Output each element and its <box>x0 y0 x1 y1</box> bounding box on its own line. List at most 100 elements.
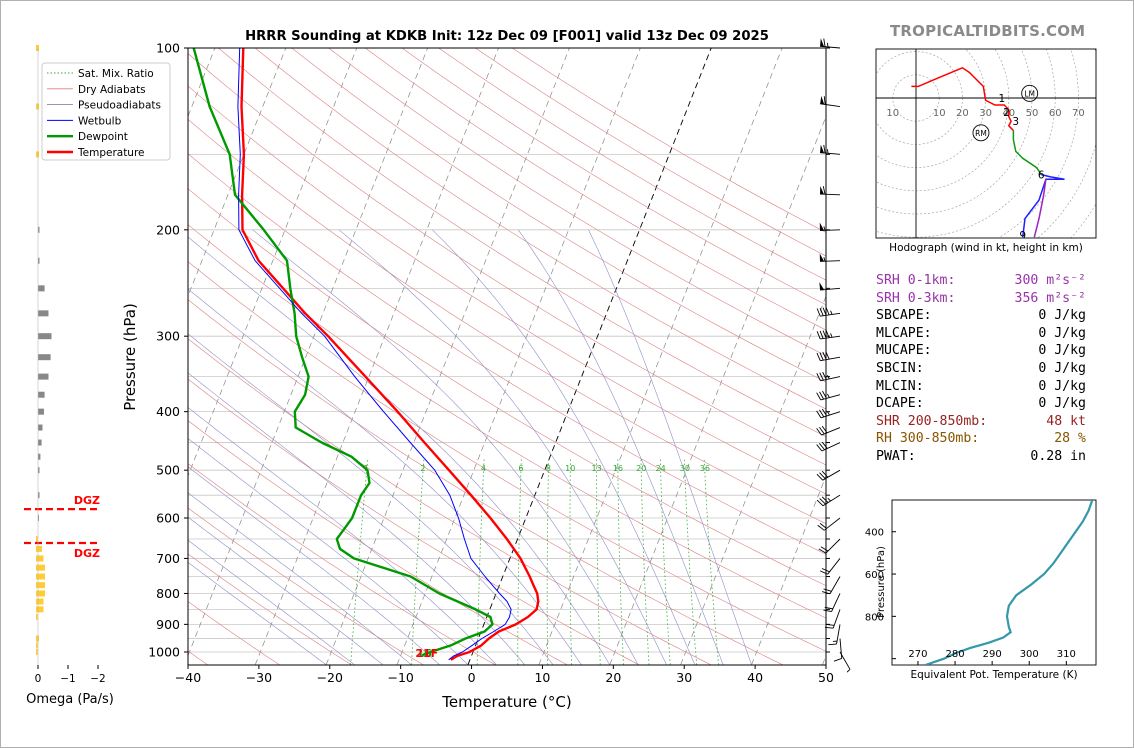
barb-flag <box>819 426 825 435</box>
barb-half <box>823 257 826 262</box>
y-tick-label: 900 <box>156 617 180 632</box>
barb-shaft <box>839 638 843 659</box>
barb-shaft <box>836 624 841 645</box>
omega-bar <box>38 310 49 317</box>
barb-shaft <box>820 287 841 291</box>
wind-barbs <box>816 38 851 673</box>
y-tick-label: 1000 <box>148 645 180 660</box>
zero-isotherm <box>467 48 712 665</box>
hodograph-tick-label: 60 <box>1049 108 1062 119</box>
hodograph-tick-label: 10 <box>886 108 899 119</box>
mixing-ratio-label: 10 <box>565 464 575 473</box>
barb-flag <box>821 496 829 503</box>
legend-label: Dry Adiabats <box>78 84 146 96</box>
barb-shaft <box>820 394 841 401</box>
barb-half <box>827 375 830 380</box>
wind-barb <box>816 469 841 481</box>
barb-flag <box>816 410 822 419</box>
barb-pennant <box>820 95 825 105</box>
theta-e-line <box>925 500 1094 665</box>
barb-flag <box>819 443 825 451</box>
index-value: 0 J/kg <box>1038 343 1086 359</box>
index-row: RH 300-850mb: 28 % <box>876 430 1086 448</box>
hodograph-3-6km-line <box>1012 130 1042 176</box>
barb-half <box>823 226 826 231</box>
barb-flag <box>822 351 827 360</box>
barb-pennant <box>819 222 825 231</box>
hodograph-height-label: 2 <box>1003 107 1010 119</box>
legend-label: Dewpoint <box>78 131 128 143</box>
barb-flag <box>816 428 822 436</box>
omega-bar <box>38 391 45 398</box>
brand-watermark: TROPICALTIDBITS.COM <box>890 22 1086 40</box>
barb-flag <box>822 390 827 399</box>
barb-flag <box>823 609 832 613</box>
wind-barb <box>816 390 841 401</box>
barb-flag <box>821 408 828 417</box>
x-tick-label: −10 <box>387 670 413 685</box>
mixing-ratio-label: 8 <box>546 464 551 473</box>
wind-barb <box>820 144 841 155</box>
wind-barb <box>824 609 841 629</box>
omega-axis-label: Omega (Pa/s) <box>26 692 114 707</box>
barb-flag <box>819 307 824 316</box>
mixing-ratio-label: 30 <box>680 464 690 473</box>
theta-e-x-label: Equivalent Pot. Temperature (K) <box>910 669 1077 681</box>
omega-bar <box>36 635 39 642</box>
mixing-ratio-line <box>659 459 671 665</box>
barb-shaft <box>820 335 841 340</box>
dry-adiabat-line <box>188 463 496 665</box>
wind-barb <box>816 408 841 419</box>
theta-e-x-tick-label: 280 <box>946 649 965 660</box>
barb-half <box>826 149 829 154</box>
pseudoadiabat-line <box>188 539 355 665</box>
barb-flag <box>816 392 822 401</box>
index-label: MLCIN: <box>876 378 924 394</box>
barb-flag <box>823 144 826 154</box>
barb-shaft <box>825 538 841 554</box>
x-tick-label: 0 <box>468 670 476 685</box>
isotherm-line <box>188 48 428 657</box>
omega-bar <box>38 373 49 380</box>
barb-flag <box>819 498 826 505</box>
skewt-frame <box>187 47 827 666</box>
barb-shaft <box>819 260 841 262</box>
barb-pennant <box>820 144 825 153</box>
barb-shaft <box>821 427 841 436</box>
mixing-ratio-label: 24 <box>656 464 666 473</box>
wind-barb <box>833 638 843 662</box>
barb-flag <box>819 372 824 381</box>
wind-barb <box>819 222 841 231</box>
y-tick-label: 300 <box>156 329 180 344</box>
mixing-ratio-label: 36 <box>700 464 710 473</box>
theta-e-clipped <box>925 500 1094 665</box>
storm-motion-marker <box>1021 84 1039 102</box>
barb-pennant <box>820 38 825 47</box>
hodograph-area <box>876 49 1096 238</box>
barb-flag <box>833 658 842 662</box>
y-tick-label: 400 <box>156 404 180 419</box>
omega-bar <box>36 642 38 649</box>
hodograph-tick-label: 30 <box>979 108 992 119</box>
omega-tick-label: 0 <box>35 673 42 685</box>
index-label: SRH 0-1km: <box>876 273 956 288</box>
hodograph-tick-label: 10 <box>933 108 946 119</box>
x-tick-label: 30 <box>676 670 692 685</box>
skewt-plot-area <box>188 48 826 665</box>
barb-flag <box>821 470 829 478</box>
barb-flag <box>819 472 826 479</box>
pseudoadiabat-line <box>188 516 384 665</box>
barb-shaft <box>820 45 841 49</box>
wind-barb <box>819 253 841 262</box>
mixing-ratio-label: 2 <box>420 464 425 473</box>
wind-barb <box>816 371 841 382</box>
y-tick-label: 600 <box>156 511 180 526</box>
omega-bar <box>36 535 38 542</box>
x-tick-label: 50 <box>818 670 834 685</box>
pseudoadiabat-line <box>188 236 611 665</box>
index-row: SBCIN: 0 J/kg <box>876 360 1086 378</box>
omega-bar <box>38 226 40 233</box>
dry-adiabat-line <box>291 48 826 383</box>
omega-bar <box>38 492 40 499</box>
